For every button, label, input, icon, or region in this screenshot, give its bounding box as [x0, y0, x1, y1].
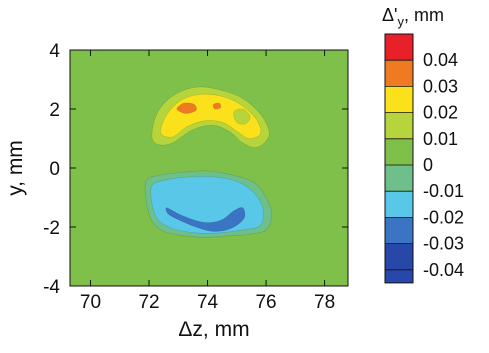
colorbar-swatch-end [385, 269, 413, 283]
colorbar-label: 0.02 [423, 103, 458, 123]
x-axis-label: Δz, mm [178, 318, 249, 341]
colorbar-label: 0 [423, 155, 433, 175]
colorbar-swatch [385, 217, 413, 244]
contour-region-2 [233, 108, 251, 125]
colorbar-label: -0.04 [423, 260, 464, 280]
colorbar-swatch [385, 243, 413, 270]
contour-region-3 [176, 102, 197, 114]
colorbar-swatch [385, 112, 413, 139]
x-tick-label: 78 [314, 292, 335, 313]
contour-region-4 [212, 102, 222, 110]
y-tick-label: 4 [49, 41, 60, 62]
colorbar-title-sub: y [397, 14, 404, 29]
colorbar-label: 0.04 [423, 50, 458, 70]
y-tick-label: 0 [49, 159, 60, 180]
y-axis-label: y, mm [4, 140, 27, 196]
colorbar-label: -0.03 [423, 234, 464, 254]
colorbar-label: 0.01 [423, 129, 458, 149]
colorbar-title-main: Δ' [382, 5, 397, 25]
y-tick-label: -2 [43, 218, 60, 239]
colorbar-label: -0.02 [423, 207, 464, 227]
colorbar-swatch [385, 165, 413, 192]
y-tick-label: 2 [49, 100, 60, 121]
colorbar: 0.04 0.03 0.02 0.01 0 -0.01 -0.02 -0.03 -0.04 [384, 33, 464, 284]
x-tick-label: 74 [197, 292, 219, 313]
colorbar-swatch [385, 34, 413, 61]
colorbar-title: Δ'y, mm [382, 5, 444, 29]
x-tick-label: 76 [255, 292, 276, 313]
colorbar-frame [384, 33, 414, 284]
colorbar-swatch [385, 86, 413, 113]
x-axis: 70 72 74 76 78 [80, 50, 335, 313]
y-tick-label: -4 [43, 277, 60, 298]
contour-region-7 [165, 207, 246, 232]
plot-background [70, 50, 348, 286]
x-tick-label: 70 [80, 292, 101, 313]
colorbar-title-unit: , mm [404, 5, 444, 25]
colorbar-swatch [385, 60, 413, 87]
colorbar-swatch [385, 138, 413, 165]
colorbar-label: -0.01 [423, 181, 464, 201]
colorbar-swatch [385, 191, 413, 218]
y-axis: 4 2 0 -2 -4 [43, 41, 348, 298]
x-tick-label: 72 [138, 292, 159, 313]
contour-regions [144, 86, 273, 238]
colorbar-label: 0.03 [423, 76, 458, 96]
